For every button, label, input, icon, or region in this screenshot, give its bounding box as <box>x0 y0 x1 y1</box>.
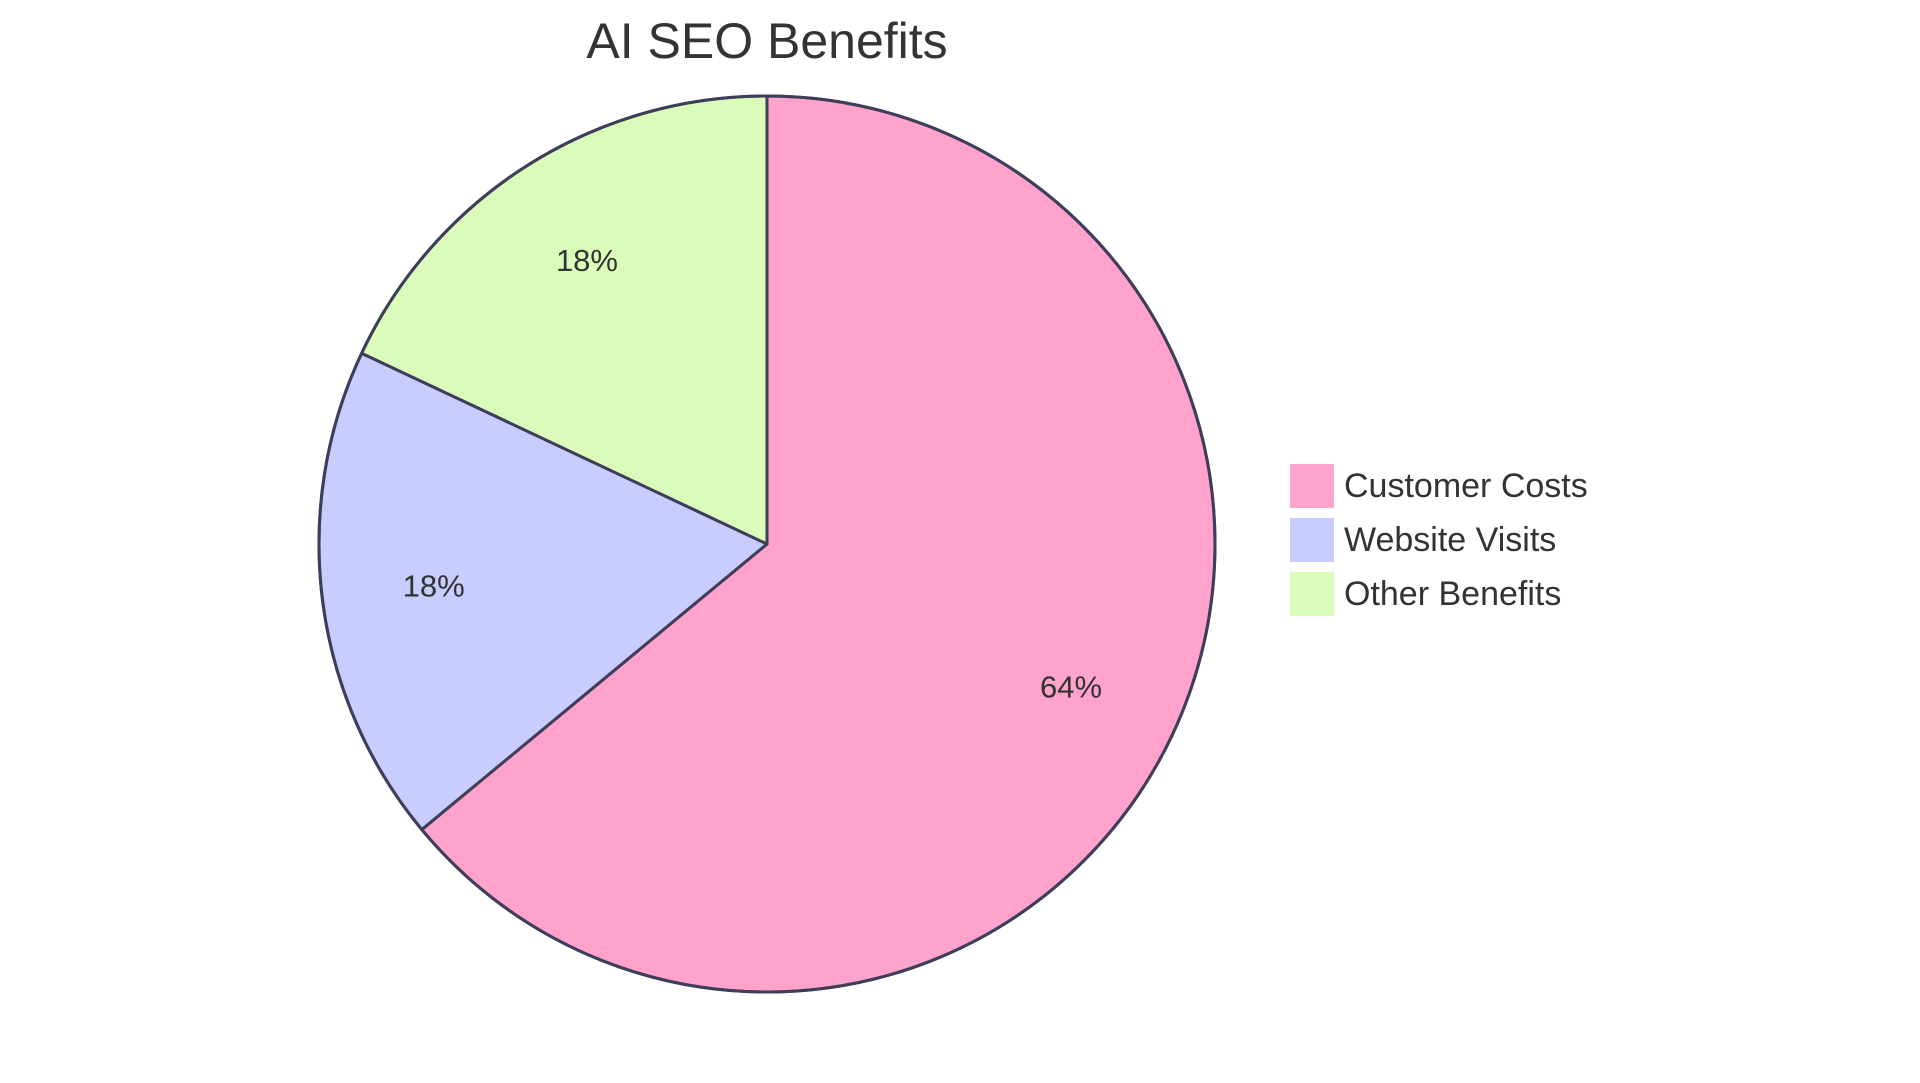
legend-label-website-visits: Website Visits <box>1344 521 1556 559</box>
pie-slices <box>317 94 1217 994</box>
legend-swatch-website-visits <box>1290 518 1334 562</box>
legend-swatch-customer-costs <box>1290 464 1334 508</box>
legend-label-other-benefits: Other Benefits <box>1344 575 1561 613</box>
slice-label-customer-costs: 64% <box>1040 670 1102 705</box>
chart-title: AI SEO Benefits <box>586 13 947 69</box>
pie-outline <box>317 94 1217 994</box>
slice-labels: 64% 18% 18% <box>403 243 1102 705</box>
slice-label-other-benefits: 18% <box>556 243 618 278</box>
legend-swatch-other-benefits <box>1290 572 1334 616</box>
legend-label-customer-costs: Customer Costs <box>1344 467 1588 505</box>
legend: Customer Costs Website Visits Other Benefi… <box>1290 464 1588 616</box>
slice-label-website-visits: 18% <box>403 569 465 604</box>
